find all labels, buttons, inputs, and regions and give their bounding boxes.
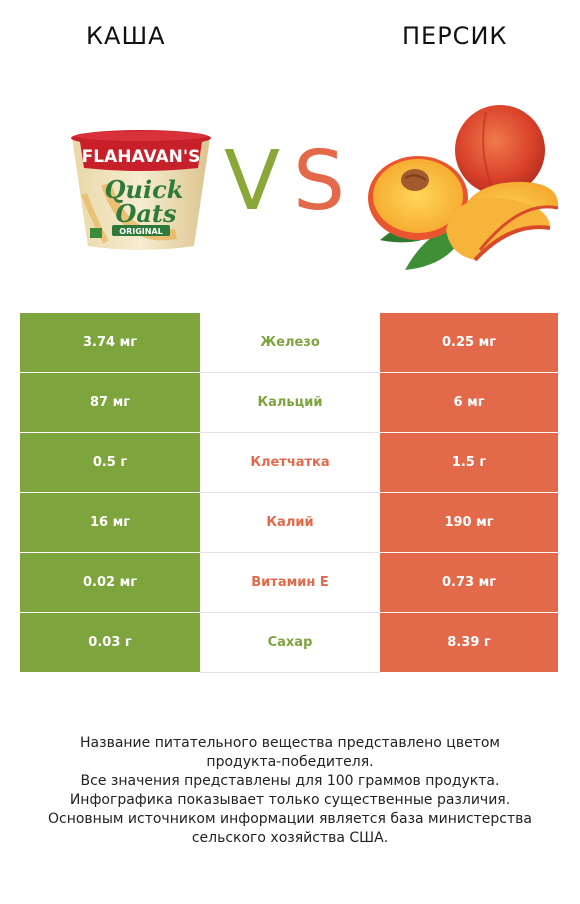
right-value-cell: 0.73 мг (380, 552, 558, 613)
right-value-cell: 8.39 г (380, 612, 558, 673)
packaging-label: ORIGINAL (119, 227, 162, 236)
footer-line: сельского хозяйства США. (191, 830, 389, 846)
left-value-cell: 16 мг (20, 492, 200, 553)
footer-notes: Название питательного вещества представл… (0, 734, 580, 848)
nutrient-row: 87 мг Кальций 6 мг (20, 372, 558, 433)
left-value-cell: 0.02 мг (20, 552, 200, 613)
packaging-line2: Oats (115, 199, 177, 228)
packaging-brand: FLAHAVAN'S (82, 147, 201, 167)
right-value-cell: 1.5 г (380, 432, 558, 493)
nutrient-row: 3.74 мг Железо 0.25 мг (20, 313, 558, 373)
footer-line: Все значения представлены для 100 граммо… (80, 773, 500, 789)
vs-s: S (293, 134, 346, 229)
vs-v: V (224, 134, 281, 229)
footer-line: Инфографика показывает только существенн… (69, 792, 511, 808)
right-value-cell: 6 мг (380, 372, 558, 433)
nutrient-name-cell: Калий (200, 492, 380, 553)
comparison-table: 3.74 мг Железо 0.25 мг 87 мг Кальций 6 мг 0.5 … (20, 313, 558, 673)
product-title-right: ПЕРСИК (402, 22, 508, 50)
vs-label: V S (216, 132, 356, 232)
nutrient-row: 0.03 г Сахар 8.39 г (20, 612, 558, 673)
nutrient-row: 16 мг Калий 190 мг (20, 492, 558, 553)
left-value-cell: 0.03 г (20, 612, 200, 673)
product-title-left: КАША (86, 22, 166, 50)
right-value-cell: 190 мг (380, 492, 558, 553)
nutrient-row: 0.5 г Клетчатка 1.5 г (20, 432, 558, 493)
peach-image (368, 105, 559, 270)
oats-cup-image: FLAHAVAN'S Quick Oats ORIGINAL (71, 130, 211, 250)
footer-line: Название питательного вещества представл… (80, 735, 500, 751)
right-value-cell: 0.25 мг (380, 313, 558, 373)
nutrient-name-cell: Сахар (200, 612, 380, 673)
left-value-cell: 3.74 мг (20, 313, 200, 373)
left-value-cell: 0.5 г (20, 432, 200, 493)
packaging-line1: Quick (105, 175, 184, 204)
footer-line: продукта-победителя. (206, 754, 374, 770)
nutrient-row: 0.02 мг Витамин E 0.73 мг (20, 552, 558, 613)
nutrient-name-cell: Кальций (200, 372, 380, 433)
left-value-cell: 87 мг (20, 372, 200, 433)
nutrient-name-cell: Витамин E (200, 552, 380, 613)
nutrient-name-cell: Железо (200, 313, 380, 373)
nutrient-name-cell: Клетчатка (200, 432, 380, 493)
footer-line: Основным источником информации является … (48, 811, 532, 827)
